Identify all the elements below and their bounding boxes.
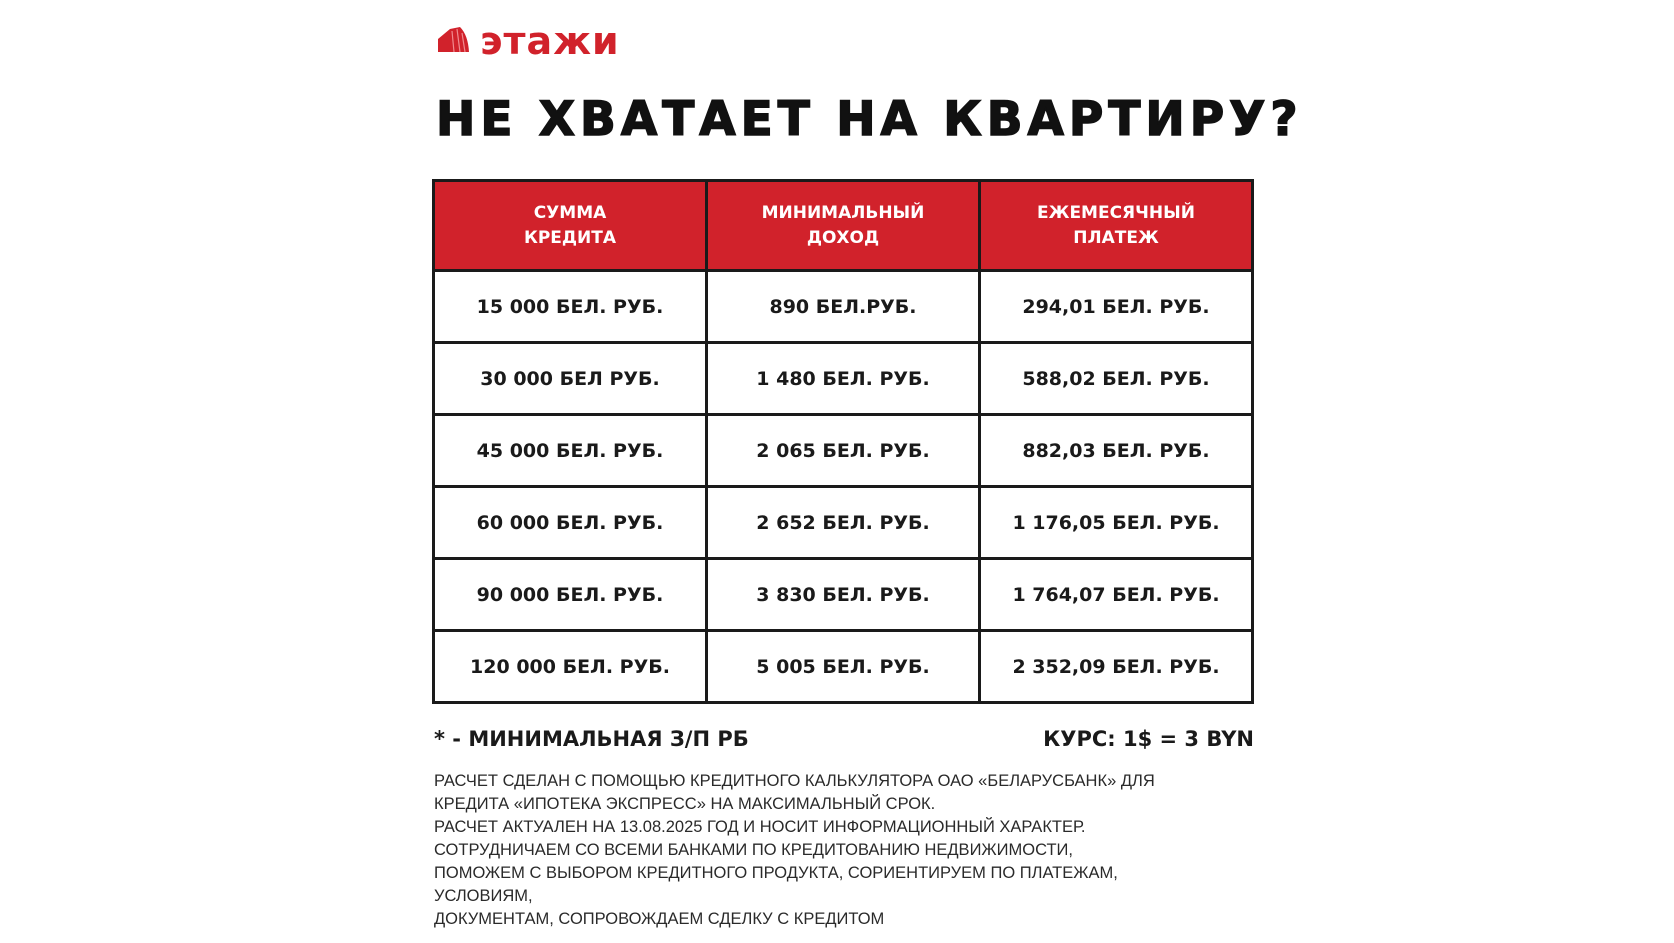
table-row: 15 000 БЕЛ. РУБ. 890 БЕЛ.РУБ. 294,01 БЕЛ. …: [432, 269, 1254, 344]
column-header: МИНИМАЛЬНЫЙ ДОХОД: [705, 179, 981, 272]
table-cell: 120 000 БЕЛ. РУБ.: [432, 629, 708, 704]
disclaimer-line: УСЛОВИЯМ,: [434, 887, 533, 905]
table-cell: 2 652 БЕЛ. РУБ.: [705, 485, 981, 560]
table-cell: 90 000 БЕЛ. РУБ.: [432, 557, 708, 632]
table-cell: 30 000 БЕЛ РУБ.: [432, 341, 708, 416]
disclaimer-line: ДОКУМЕНТАМ, СОПРОВОЖДАЕМ СДЕЛКУ С КРЕДИТ…: [434, 910, 885, 928]
table-cell: 45 000 БЕЛ. РУБ.: [432, 413, 708, 488]
disclaimer-line: КРЕДИТА «ИПОТЕКА ЭКСПРЕСС» НА МАКСИМАЛЬН…: [434, 795, 936, 813]
table-cell: 1 480 БЕЛ. РУБ.: [705, 341, 981, 416]
table-cell: 1 764,07 БЕЛ. РУБ.: [978, 557, 1254, 632]
table-cell: 15 000 БЕЛ. РУБ.: [432, 269, 708, 344]
disclaimer-line: ПОМОЖЕМ С ВЫБОРОМ КРЕДИТНОГО ПРОДУКТА, С…: [434, 864, 1118, 882]
table-cell: 5 005 БЕЛ. РУБ.: [705, 629, 981, 704]
disclaimer: РАСЧЕТ СДЕЛАН С ПОМОЩЬЮ КРЕДИТНОГО КАЛЬК…: [434, 770, 1155, 931]
footnote: * - МИНИМАЛЬНАЯ З/П РБ: [434, 727, 749, 751]
building-icon: [436, 25, 470, 57]
table-cell: 2 065 БЕЛ. РУБ.: [705, 413, 981, 488]
disclaimer-line: РАСЧЕТ СДЕЛАН С ПОМОЩЬЮ КРЕДИТНОГО КАЛЬК…: [434, 772, 1155, 790]
disclaimer-line: СОТРУДНИЧАЕМ СО ВСЕМИ БАНКАМИ ПО КРЕДИТО…: [434, 841, 1073, 859]
table-row: 60 000 БЕЛ. РУБ. 2 652 БЕЛ. РУБ. 1 176,05 …: [432, 485, 1254, 560]
brand-logo: этажи: [436, 22, 620, 60]
table-cell: 890 БЕЛ.РУБ.: [705, 269, 981, 344]
column-header: ЕЖЕМЕСЯЧНЫЙ ПЛАТЕЖ: [978, 179, 1254, 272]
table-cell: 1 176,05 БЕЛ. РУБ.: [978, 485, 1254, 560]
page-title: НЕ ХВАТАЕТ НА КВАРТИРУ?: [435, 91, 1303, 148]
column-header: СУММА КРЕДИТА: [432, 179, 708, 272]
table-cell: 3 830 БЕЛ. РУБ.: [705, 557, 981, 632]
table-row: 120 000 БЕЛ. РУБ. 5 005 БЕЛ. РУБ. 2 352,09…: [432, 629, 1254, 704]
table-cell: 2 352,09 БЕЛ. РУБ.: [978, 629, 1254, 704]
loan-table: СУММА КРЕДИТА МИНИМАЛЬНЫЙ ДОХОД ЕЖЕМЕСЯЧНЫ…: [432, 179, 1254, 704]
table-cell: 882,03 БЕЛ. РУБ.: [978, 413, 1254, 488]
table-row: 45 000 БЕЛ. РУБ. 2 065 БЕЛ. РУБ. 882,03 БЕ…: [432, 413, 1254, 488]
brand-name: этажи: [480, 19, 620, 63]
disclaimer-line: РАСЧЕТ АКТУАЛЕН НА 13.08.2025 ГОД И НОСИ…: [434, 818, 1086, 836]
table-cell: 60 000 БЕЛ. РУБ.: [432, 485, 708, 560]
table-row: 30 000 БЕЛ РУБ. 1 480 БЕЛ. РУБ. 588,02 БЕЛ…: [432, 341, 1254, 416]
exchange-rate: КУРС: 1$ = 3 BYN: [1043, 727, 1254, 751]
table-cell: 588,02 БЕЛ. РУБ.: [978, 341, 1254, 416]
table-cell: 294,01 БЕЛ. РУБ.: [978, 269, 1254, 344]
table-row: 90 000 БЕЛ. РУБ. 3 830 БЕЛ. РУБ. 1 764,07 …: [432, 557, 1254, 632]
